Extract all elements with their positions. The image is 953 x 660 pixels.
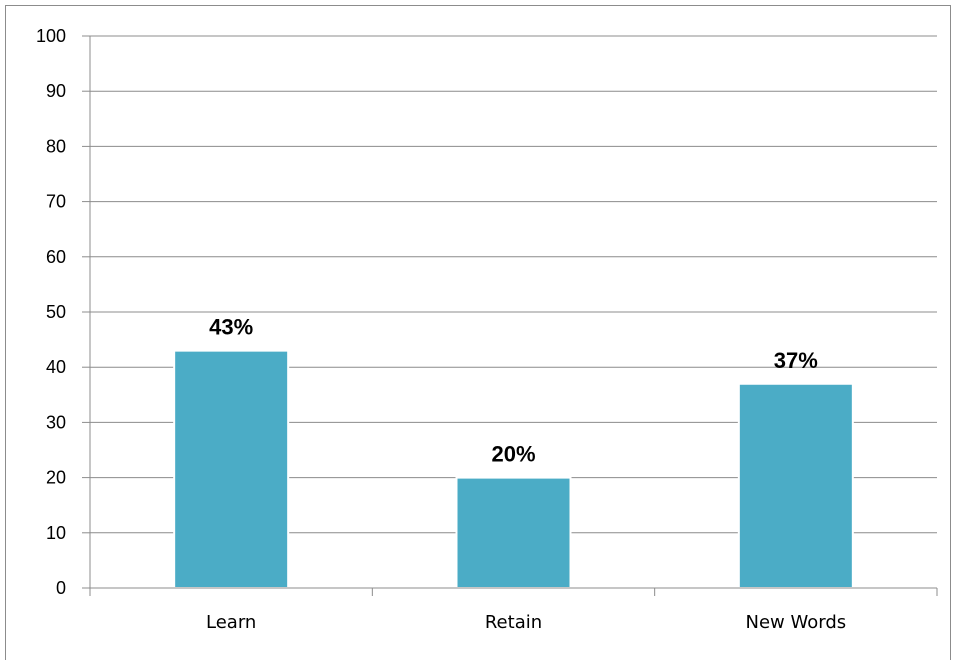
y-tick-label: 80 [46, 136, 66, 156]
bar-learn [173, 349, 290, 590]
data-label: 20% [491, 442, 535, 467]
y-tick-label: 100 [36, 26, 66, 46]
x-category-label: Learn [206, 612, 256, 633]
data-labels: 43% 20% 37% [209, 315, 818, 467]
x-category-label: New Words [746, 612, 847, 633]
chart-frame [5, 5, 951, 660]
bar-retain [455, 476, 572, 590]
y-tick-label: 30 [46, 412, 66, 432]
y-tick-label: 60 [46, 247, 66, 267]
y-tick-label: 0 [56, 578, 66, 598]
x-axis: Learn Retain New Words [89, 587, 938, 633]
y-tick-label: 20 [46, 468, 66, 488]
bar-new-words [737, 382, 854, 590]
y-tick-label: 40 [46, 357, 66, 377]
y-axis-ticks: 0 10 20 30 40 50 60 70 80 90 100 [36, 26, 91, 598]
bars [173, 349, 854, 590]
y-tick-label: 70 [46, 192, 66, 212]
y-tick-label: 10 [46, 523, 66, 543]
y-tick-label: 50 [46, 302, 66, 322]
data-label: 37% [774, 348, 818, 373]
data-label: 43% [209, 315, 253, 340]
y-tick-label: 90 [46, 81, 66, 101]
x-category-label: Retain [485, 612, 542, 633]
